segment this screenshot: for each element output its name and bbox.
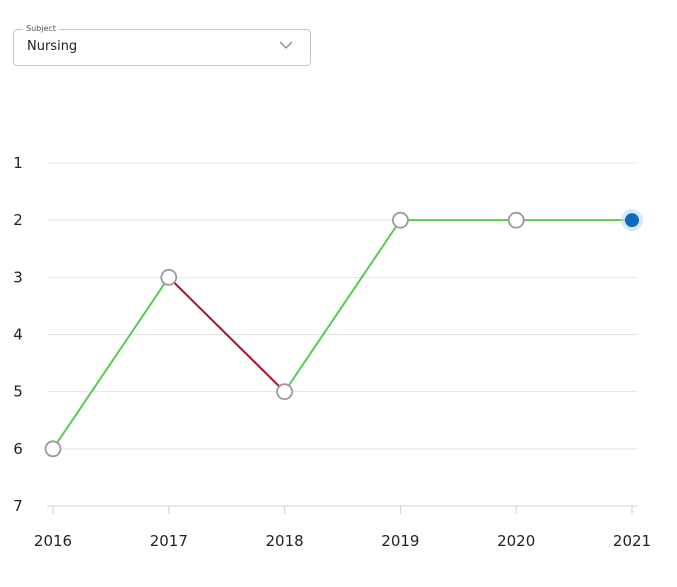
y-tick-label: 1 bbox=[13, 154, 23, 172]
y-tick-label: 7 bbox=[13, 497, 23, 515]
x-tick-label: 2021 bbox=[613, 532, 651, 550]
data-point bbox=[507, 211, 525, 229]
data-point bbox=[160, 268, 178, 286]
y-tick-label: 3 bbox=[13, 268, 23, 286]
line-segment-decline bbox=[167, 276, 286, 393]
y-tick-label: 5 bbox=[13, 383, 23, 401]
x-tick-label: 2019 bbox=[381, 532, 419, 550]
line-segment-improve bbox=[52, 276, 170, 450]
x-tick-label: 2020 bbox=[497, 532, 535, 550]
subject-select-value: Nursing bbox=[27, 39, 78, 54]
x-tick-label: 2017 bbox=[150, 532, 188, 550]
y-tick-label: 6 bbox=[13, 440, 23, 458]
subject-select-label: Subject bbox=[23, 23, 59, 35]
line-segment-improve bbox=[283, 219, 402, 393]
data-point bbox=[391, 211, 409, 229]
data-point bbox=[276, 383, 294, 401]
subject-select[interactable]: Subject Nursing bbox=[13, 23, 311, 66]
chevron-down-icon bbox=[279, 41, 293, 49]
x-tick-label: 2016 bbox=[34, 532, 72, 550]
y-tick-label: 4 bbox=[13, 326, 23, 344]
y-tick-label: 2 bbox=[13, 211, 23, 229]
x-tick-label: 2018 bbox=[266, 532, 304, 550]
current-data-point bbox=[625, 213, 639, 228]
data-point bbox=[44, 440, 62, 458]
